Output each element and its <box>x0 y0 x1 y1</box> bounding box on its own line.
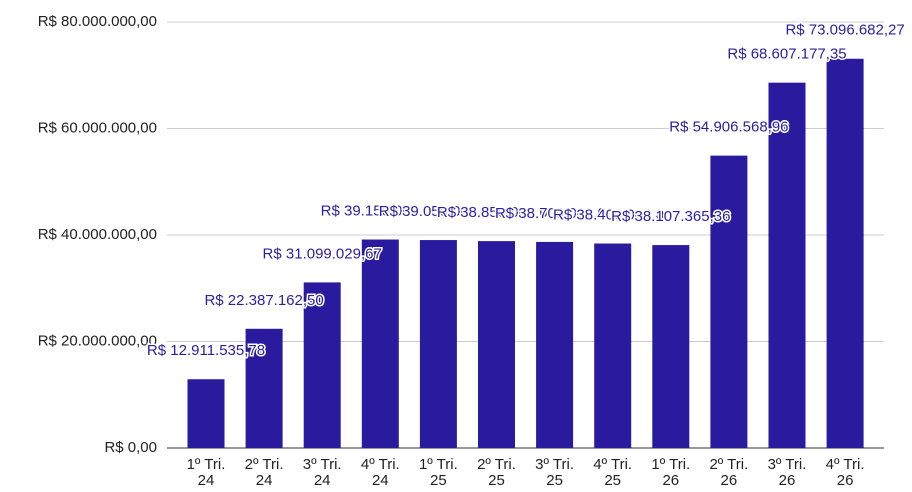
bar <box>303 282 341 448</box>
x-tick-label: 4º Tri. 24 <box>360 456 400 489</box>
value-label: R$ 22.387.162,50 <box>204 292 323 309</box>
x-tick-label: 3º Tri. 26 <box>767 456 807 489</box>
bar <box>361 239 399 448</box>
value-label: R$ 73.096.682,27 <box>785 22 904 39</box>
x-tick-label: 1º Tri. 25 <box>418 456 458 489</box>
bar <box>594 243 632 448</box>
x-tick-label: 4º Tri. 26 <box>825 456 865 489</box>
value-label: R$ 38.850.000,00 <box>437 204 556 221</box>
value-label: R$ 54.906.568,96 <box>669 119 788 136</box>
value-label: R$ 39.150.000,00 <box>321 202 440 219</box>
value-label: R$ 38.700.000,00 <box>495 205 614 222</box>
x-tick-label: 1º Tri. 24 <box>186 456 226 489</box>
value-label: R$ 12.911.535,78 <box>147 342 265 359</box>
x-tick-label: 1º Tri. 26 <box>651 456 691 489</box>
value-label: R$ 68.607.177,35 <box>727 46 846 63</box>
bar <box>187 379 225 448</box>
y-tick-label: R$ 20.000.000,00 <box>38 332 157 349</box>
x-tick-label: 3º Tri. 25 <box>535 456 574 489</box>
value-label: R$ 39.050.000,00 <box>379 203 498 220</box>
x-tick-label: 2º Tri. 24 <box>244 456 284 489</box>
bar <box>419 240 457 448</box>
bar <box>245 328 283 448</box>
bar <box>478 241 515 448</box>
bar <box>652 245 690 448</box>
value-label: R$ 31.099.029,67 <box>263 245 382 262</box>
value-label: R$ 38.400.000,00 <box>553 206 672 223</box>
y-tick-label: R$ 80.000.000,00 <box>38 13 157 30</box>
bar <box>768 82 806 448</box>
x-tick-label: 2º Tri. 25 <box>477 456 516 489</box>
x-tick-label: 2º Tri. 26 <box>709 456 749 489</box>
bar <box>710 155 748 449</box>
x-tick-label: 4º Tri. 25 <box>593 456 633 489</box>
bar <box>536 241 574 448</box>
y-tick-label: R$ 60.000.000,00 <box>38 119 157 136</box>
x-tick-label: 3º Tri. 24 <box>302 456 342 489</box>
value-label: R$ 38.107.365,36 <box>611 208 730 225</box>
y-tick-label: R$ 0,00 <box>104 439 157 456</box>
y-tick-label: R$ 40.000.000,00 <box>38 226 157 243</box>
bar <box>826 58 864 449</box>
